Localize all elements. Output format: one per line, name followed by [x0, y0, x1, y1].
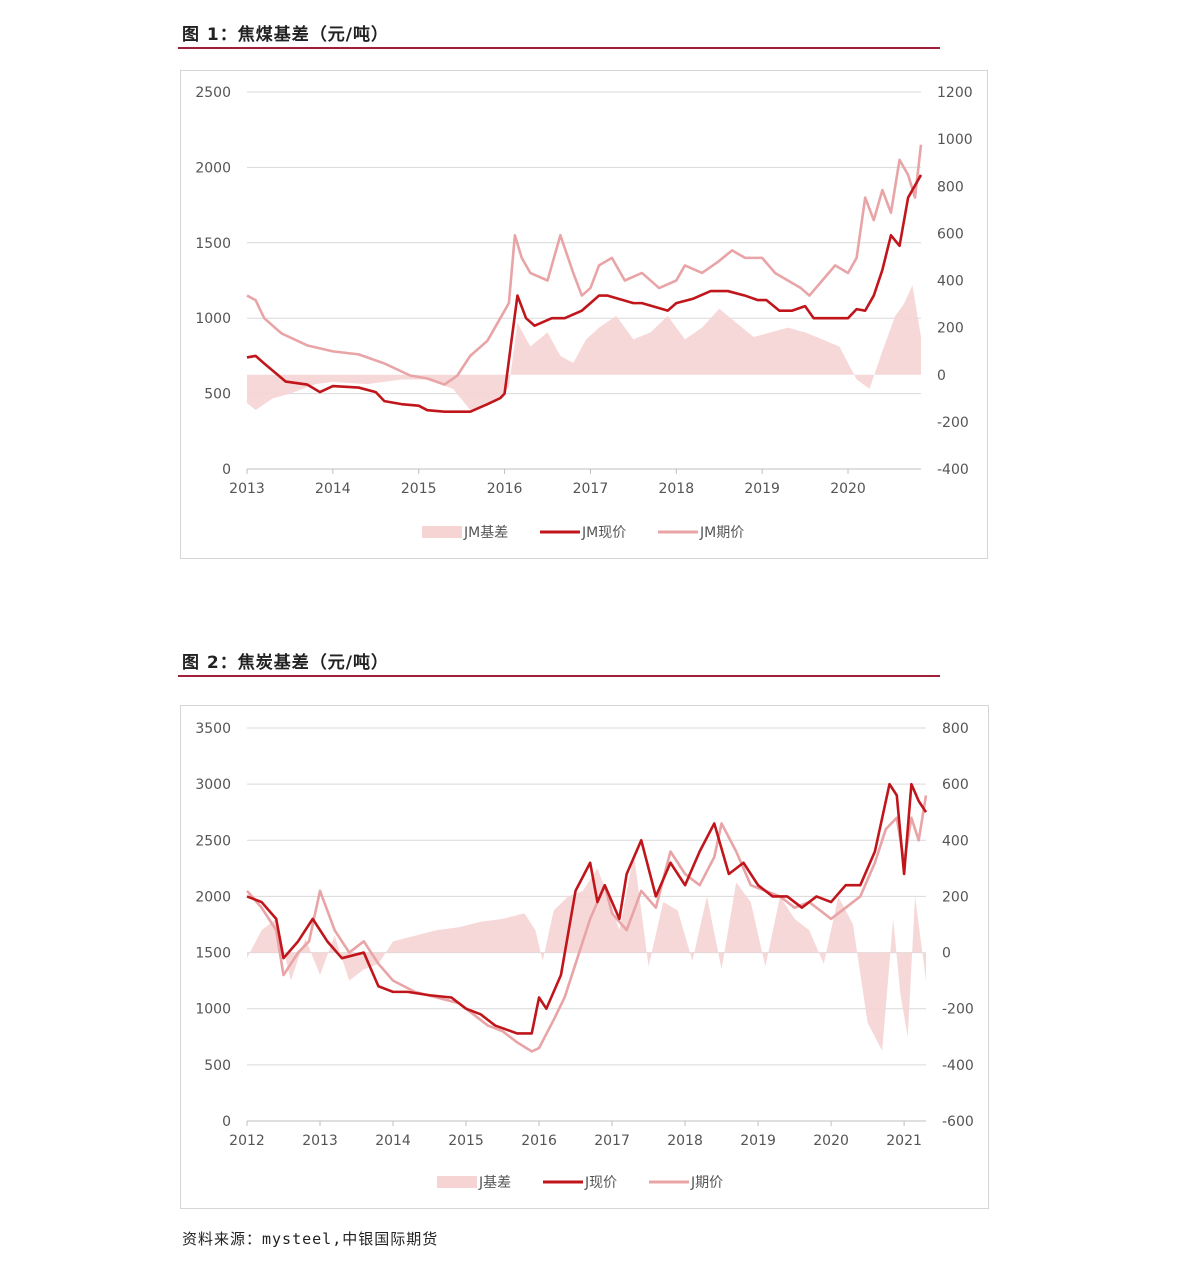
- chart-1-y-left-tick: 1500: [195, 236, 231, 252]
- chart-2-y-right-tick: -400: [942, 1058, 974, 1074]
- chart-1-y-left-tick: 2500: [195, 85, 231, 101]
- chart-1-y-right-tick: -400: [937, 462, 969, 478]
- chart-2-legend-label: J现价: [584, 1175, 617, 1191]
- chart-2-series-futures-line: [246, 795, 928, 1053]
- chart-2-x-tick: 2018: [667, 1133, 703, 1149]
- chart-1-x-tick: 2013: [229, 481, 265, 497]
- chart-2-y-right-tick: 400: [942, 833, 969, 849]
- chart-1-y-right-tick: 400: [937, 274, 964, 290]
- chart-1-x-tick: 2018: [658, 481, 694, 497]
- chart-2-y-left-tick: 0: [222, 1114, 231, 1130]
- chart-2-x-tick: 2020: [813, 1133, 849, 1149]
- figure-2-rule: [178, 675, 940, 677]
- chart-1-y-right-tick: -200: [937, 415, 969, 431]
- chart-2-y-right-tick: 600: [942, 777, 969, 793]
- figure-2-title: 图 2：焦炭基差（元/吨）: [182, 653, 389, 673]
- chart-2-y-left-tick: 3500: [195, 721, 231, 737]
- chart-2-legend-label: J基差: [478, 1174, 511, 1191]
- chart-1-y-right-tick: 1200: [937, 85, 973, 101]
- chart-2-y-left-tick: 500: [204, 1058, 231, 1074]
- chart-2-y-left-tick: 3000: [195, 777, 231, 793]
- chart-1-x-tick: 2020: [830, 481, 866, 497]
- chart-2-x-tick: 2017: [594, 1133, 630, 1149]
- chart-1-series-basis-area: [247, 285, 921, 411]
- chart-1-x-tick: 2014: [315, 481, 351, 497]
- chart-1-x-tick: 2016: [487, 481, 523, 497]
- chart-2-x-tick: 2013: [302, 1133, 338, 1149]
- chart-2-y-right-tick: 800: [942, 721, 969, 737]
- chart-1-legend-label: JM基差: [463, 524, 508, 541]
- chart-1-y-right-tick: 1000: [937, 132, 973, 148]
- chart-2-x-tick: 2015: [448, 1133, 484, 1149]
- chart-1-legend-swatch-basis: [422, 526, 462, 538]
- chart-2-frame: 3500 3000 2500 2000 1500 1000 500 0 800 600 400 200…: [180, 705, 989, 1209]
- chart-1-frame: 2500 2000 1500 1000 500 0 1200 1000 800 600 400 200…: [180, 70, 988, 559]
- chart-1-y-left-tick: 0: [222, 462, 231, 478]
- chart-2-y-right-tick: -600: [942, 1114, 974, 1130]
- chart-2-y-left-tick: 2000: [195, 889, 231, 905]
- chart-2-legend-label: J期价: [690, 1175, 723, 1191]
- chart-1-legend-label: JM期价: [699, 525, 744, 541]
- chart-2-y-right-tick: 200: [942, 889, 969, 905]
- chart-1-y-left-tick: 2000: [195, 160, 231, 176]
- chart-1-y-right-tick: 800: [937, 179, 964, 195]
- chart-1-x-tick: 2017: [573, 481, 609, 497]
- chart-2-series-spot-line: [246, 782, 928, 1035]
- chart-1-y-right-tick: 600: [937, 226, 964, 242]
- chart-2: 3500300025002000150010005000800600400200…: [195, 721, 974, 1191]
- source-note: 资料来源：mysteel,中银国际期货: [182, 1230, 439, 1248]
- chart-1-x-tick: 2019: [744, 481, 780, 497]
- chart-1-y-left-tick: 1000: [195, 311, 231, 327]
- chart-2-y-right-tick: 0: [942, 946, 951, 962]
- chart-2-x-tick: 2012: [229, 1133, 265, 1149]
- chart-1: 2500200015001000500012001000800600400200…: [195, 85, 973, 541]
- chart-2-x-tick: 2021: [886, 1133, 922, 1149]
- chart-2-y-left-tick: 1500: [195, 946, 231, 962]
- chart-1-series-futures-line: [246, 144, 923, 386]
- chart-1-legend-label: JM现价: [581, 525, 626, 541]
- chart-2-series-basis-area: [247, 854, 926, 1051]
- chart-1-y-left-tick: 500: [204, 387, 231, 403]
- chart-2-x-tick: 2016: [521, 1133, 557, 1149]
- chart-2-x-tick: 2014: [375, 1133, 411, 1149]
- chart-1-y-right-tick: 200: [937, 321, 964, 337]
- chart-2-x-tick: 2019: [740, 1133, 776, 1149]
- chart-2-legend-swatch-basis: [437, 1176, 477, 1188]
- figure-1-rule: [178, 47, 940, 49]
- chart-1-series-spot-line: [246, 174, 923, 413]
- chart-2-y-left-tick: 2500: [195, 833, 231, 849]
- chart-1-y-right-tick: 0: [937, 368, 946, 384]
- chart-2-y-left-tick: 1000: [195, 1002, 231, 1018]
- figure-1-title: 图 1：焦煤基差（元/吨）: [182, 25, 389, 45]
- chart-1-x-tick: 2015: [401, 481, 437, 497]
- chart-2-y-right-tick: -200: [942, 1002, 974, 1018]
